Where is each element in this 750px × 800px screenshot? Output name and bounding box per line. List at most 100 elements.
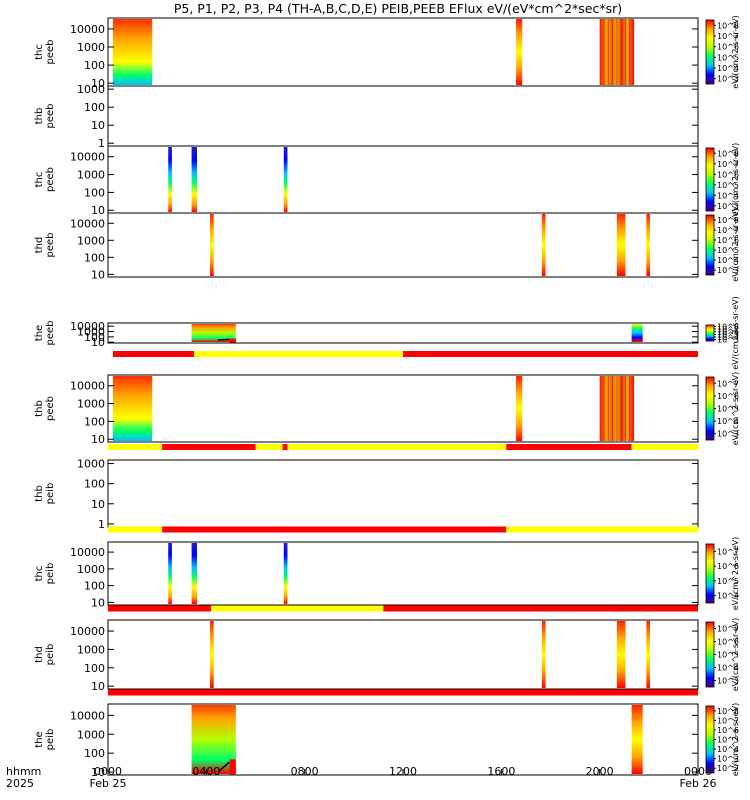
colorbar: 10^310^410^510^610^710^8eV/(cm^2-s-sr-eV…: [705, 208, 740, 282]
panel-frame: [107, 374, 699, 443]
colorbar-tick-label: 10^6: [717, 328, 739, 337]
y-tick-label: 10000: [70, 625, 105, 638]
colorbar-tick-label: 10^4: [717, 64, 739, 73]
year-label: 2025: [6, 777, 34, 790]
quality-flag-bar: [108, 605, 698, 612]
y-axis-label: thc: [34, 44, 45, 60]
colorbar-tick-label: 10^7: [717, 547, 739, 556]
spectrogram-block: [516, 19, 523, 85]
x-tick-label: 0800: [291, 765, 319, 778]
y-tick-label: 1000: [77, 41, 105, 54]
spectrogram-block: [112, 376, 153, 441]
colorbar-scale: [705, 147, 715, 212]
colorbar: 10^3 10^4 10^5 10^6 10^7eV/(cm^2-s-sr-eV): [705, 618, 740, 691]
spectrogram-block: [168, 147, 172, 212]
quality-flag-bar: [108, 526, 698, 533]
sc-potential-line: [218, 338, 230, 341]
flag-segment: [255, 444, 283, 450]
colorbar-label: eV/(cm^2-s-sr-eV): [731, 143, 740, 216]
colorbar-tick-label: 10^6: [717, 236, 739, 245]
flag-segment: [631, 444, 698, 450]
panel-frame: [107, 85, 699, 147]
y-axis-label: thb: [34, 108, 45, 125]
y-tick-label: 100: [84, 747, 105, 760]
y-tick-label: 10: [91, 204, 105, 217]
colorbar-scale: [705, 19, 715, 85]
colorbar-tick-label: 10^6: [717, 562, 739, 571]
y-tick-label: 100: [84, 331, 105, 344]
colorbar-scale: [705, 376, 715, 441]
figure-title: P5, P1, P2, P3, P4 (TH-A,B,C,D,E) PEIB,P…: [174, 1, 622, 16]
colorbar: 10^4 10^5 10^6 10^7eV/(cm^2-s-sr-eV): [705, 537, 740, 610]
x-tick-label: 0400: [192, 765, 220, 778]
flag-segment: [108, 605, 212, 612]
y-axis-label: peib: [45, 563, 56, 585]
colorbar-scale: [705, 214, 715, 276]
colorbar-tick-label: 10^5: [717, 53, 739, 62]
colorbar-label: eV/(cm^2-s-sr-eV): [731, 703, 740, 776]
flag-segment: [282, 444, 288, 450]
time-format-label: hhmm: [6, 765, 41, 778]
y-tick-label: 100: [84, 478, 105, 491]
y-tick-label: 100: [84, 580, 105, 593]
y-axis-label: peib: [45, 644, 56, 666]
panel-thb-peeb: 1 10 100 1000 thb peeb: [34, 83, 699, 150]
colorbar: 10^310^410^510^610^710^8eV/(cm^2-s-sr-eV…: [705, 15, 740, 89]
y-axis-label: thd: [34, 646, 45, 663]
spectrogram-block: [541, 621, 546, 688]
colorbar-tick-label: 10^3: [717, 677, 739, 686]
spectrogram-block: [599, 19, 635, 85]
spectrogram-block: [283, 147, 288, 212]
y-tick-label: 1000: [77, 234, 105, 247]
flag-segment: [383, 605, 698, 612]
y-axis-label: peeb: [45, 40, 56, 65]
y-tick-label: 100: [84, 59, 105, 72]
colorbar-tick-label: 10^4: [717, 417, 739, 426]
flag-segment: [108, 689, 698, 696]
x-tick-label: 2000: [586, 765, 614, 778]
panel-thc-peib: 10 100 1000 10000 thc peib 10^4 10^5 10^6 10^7eV/…: [34, 526, 740, 610]
y-axis-label: the: [34, 325, 45, 341]
panel-frame: [107, 322, 699, 344]
x-tick-label: 1600: [487, 765, 515, 778]
spectrogram-block: [191, 147, 197, 212]
y-tick-label: 10000: [70, 380, 105, 393]
y-axis-label: peeb: [45, 321, 56, 346]
y-tick-label: 1000: [77, 398, 105, 411]
y-tick-label: 1000: [77, 83, 105, 96]
colorbar-label: eV/(cm^2-s-sr-eV): [731, 15, 740, 88]
y-tick-label: 1: [98, 137, 105, 150]
y-tick-label: 10000: [70, 23, 105, 36]
y-tick-label: 10: [91, 268, 105, 281]
colorbar-tick-label: 10^8: [717, 216, 739, 225]
spectrogram-block: [616, 214, 626, 276]
flag-segment: [631, 526, 698, 533]
spectrogram-block: [191, 705, 236, 774]
flag-segment: [162, 526, 507, 533]
flag-segment: [108, 526, 163, 533]
spectrogram-block: [599, 376, 635, 441]
colorbar-tick-label: 10^6: [717, 392, 739, 401]
colorbar-tick-label: 10^7: [717, 226, 739, 235]
y-axis-label: peeb: [45, 104, 56, 129]
colorbar-scale: [705, 543, 715, 604]
y-axis-label: thb: [34, 485, 45, 502]
y-tick-label: 10: [91, 77, 105, 90]
y-axis-label: thc: [34, 172, 45, 188]
colorbar-tick-label: 10^7: [717, 325, 739, 334]
x-tick-label: 0000: [684, 765, 712, 778]
y-tick-label: 1000: [77, 169, 105, 182]
dense-region: [229, 759, 236, 775]
colorbar-tick-label: 10^4: [717, 592, 739, 601]
colorbar-label: eV/(cm^2-s-sr-eV): [731, 372, 740, 445]
y-tick-label: 100: [84, 662, 105, 675]
colorbar-tick-label: 10^4: [717, 664, 739, 673]
y-tick-label: 10: [91, 498, 105, 511]
colorbar-tick-label: 10^3: [717, 430, 739, 439]
